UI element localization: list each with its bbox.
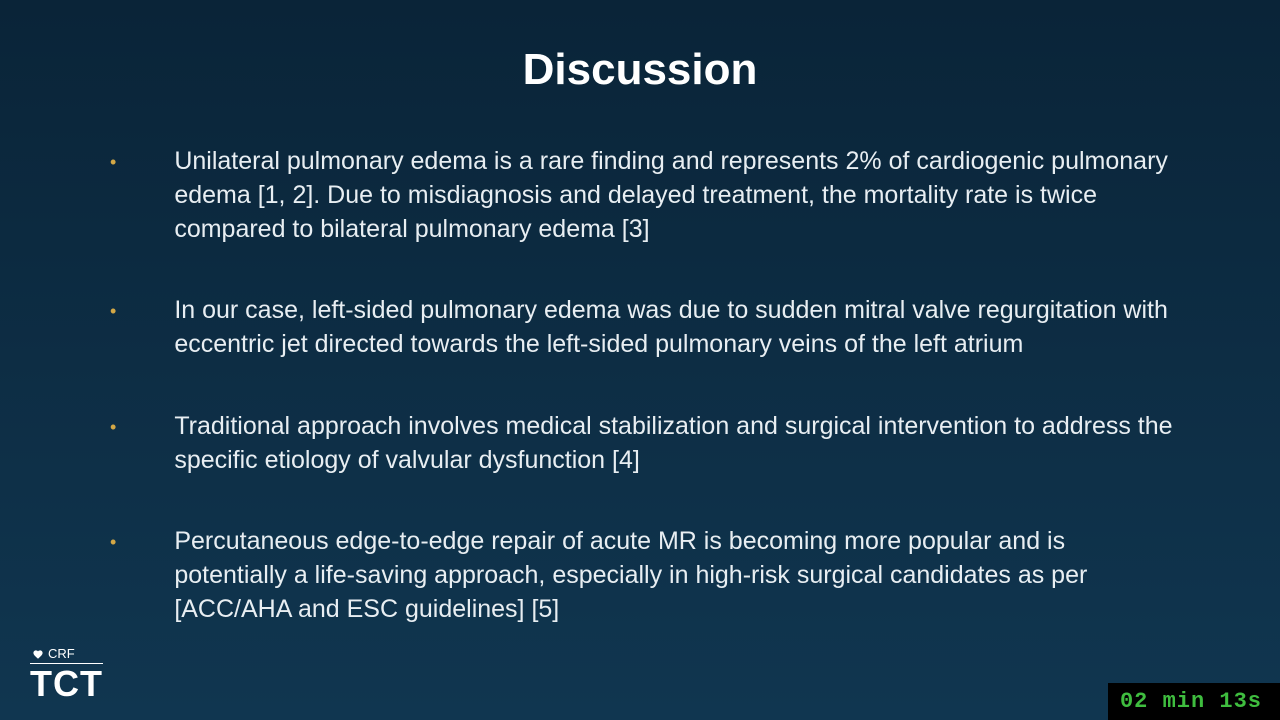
bullet-text: Unilateral pulmonary edema is a rare fin… bbox=[174, 145, 1180, 246]
crf-logo: CRF bbox=[30, 646, 103, 661]
bullet-text: Traditional approach involves medical st… bbox=[174, 410, 1180, 478]
slide-container: Discussion • Unilateral pulmonary edema … bbox=[0, 0, 1280, 720]
bullet-item: • In our case, left-sided pulmonary edem… bbox=[110, 294, 1180, 362]
slide-title: Discussion bbox=[100, 45, 1180, 95]
tct-text: TCT bbox=[30, 663, 103, 702]
bullet-marker-icon: • bbox=[110, 298, 116, 325]
bullet-item: • Traditional approach involves medical … bbox=[110, 410, 1180, 478]
bullet-marker-icon: • bbox=[110, 149, 116, 176]
bullet-marker-icon: • bbox=[110, 529, 116, 556]
timer-display: 02 min 13s bbox=[1108, 683, 1280, 720]
logo-area: CRF TCT bbox=[30, 646, 103, 702]
bullet-item: • Percutaneous edge-to-edge repair of ac… bbox=[110, 525, 1180, 626]
bullet-text: Percutaneous edge-to-edge repair of acut… bbox=[174, 525, 1180, 626]
crf-text: CRF bbox=[48, 646, 75, 661]
bullet-item: • Unilateral pulmonary edema is a rare f… bbox=[110, 145, 1180, 246]
bullet-marker-icon: • bbox=[110, 414, 116, 441]
bullet-text: In our case, left-sided pulmonary edema … bbox=[174, 294, 1180, 362]
heart-icon bbox=[32, 648, 44, 659]
bullet-list: • Unilateral pulmonary edema is a rare f… bbox=[100, 145, 1180, 627]
